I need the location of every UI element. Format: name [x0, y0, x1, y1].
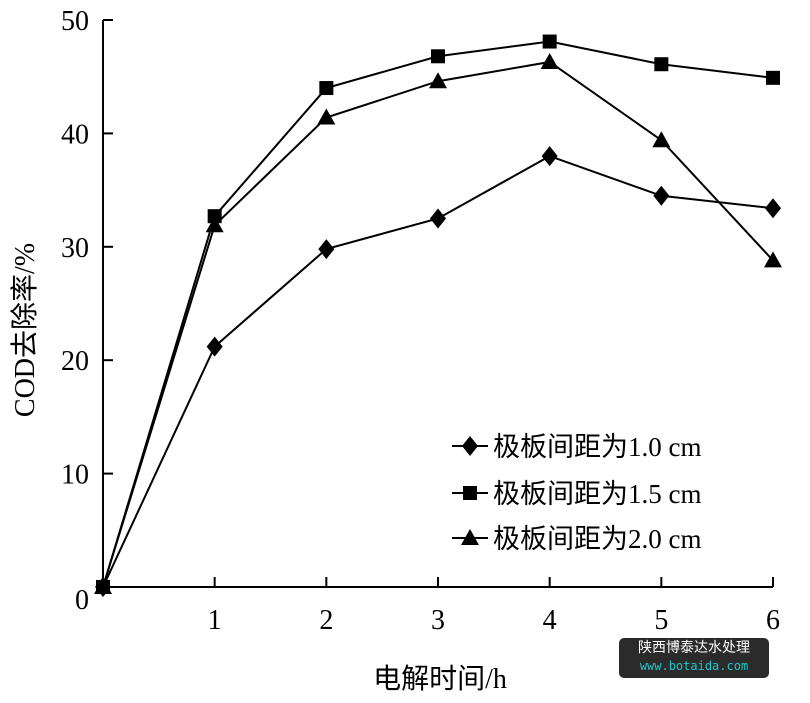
data-point-triangle	[764, 251, 782, 268]
legend-label: 极板间距为2.0 cm	[493, 524, 702, 554]
data-point-diamond	[430, 208, 446, 229]
x-tick-label: 5	[654, 605, 668, 636]
data-point-triangle	[652, 131, 671, 148]
x-tick-label: 6	[766, 605, 780, 636]
data-point-diamond	[206, 336, 223, 357]
x-axis-label: 电解时间/h	[373, 663, 507, 695]
watermark-line2: www.botaida.com	[639, 659, 749, 673]
y-tick-label: 0	[75, 585, 89, 616]
x-tick-label: 3	[431, 605, 445, 636]
x-tick-label: 4	[543, 605, 557, 636]
data-point-triangle	[94, 578, 112, 594]
y-tick-label: 40	[61, 119, 89, 150]
legend-marker-square	[463, 486, 477, 500]
data-point-diamond	[765, 198, 781, 219]
legend-label: 极板间距为1.0 cm	[493, 432, 702, 462]
data-point-square	[542, 34, 557, 49]
x-tick-label: 1	[208, 605, 222, 636]
data-point-triangle	[205, 216, 224, 233]
data-point-triangle	[317, 108, 336, 125]
y-tick-label: 50	[61, 6, 89, 37]
watermark-line1: 陕西博泰达水处理	[638, 640, 750, 656]
data-point-diamond	[318, 239, 335, 260]
legend-label: 极板间距为1.5 cm	[493, 479, 702, 509]
x-tick-label: 2	[319, 605, 333, 636]
data-point-diamond	[653, 185, 670, 206]
y-tick-label: 10	[61, 460, 89, 491]
y-tick-label: 30	[61, 233, 89, 264]
data-point-square	[766, 70, 780, 85]
y-axis-label: COD去除率/%	[9, 243, 41, 417]
data-point-triangle	[429, 72, 447, 89]
data-point-square	[431, 49, 445, 64]
data-point-square	[654, 57, 669, 72]
data-point-triangle	[540, 52, 559, 69]
data-point-diamond	[541, 146, 558, 167]
data-point-square	[319, 81, 334, 96]
y-tick-label: 20	[61, 346, 89, 377]
legend-marker-triangle	[461, 529, 479, 545]
legend-marker-diamond	[462, 436, 478, 456]
data-point-square	[207, 209, 222, 224]
watermark: 陕西博泰达水处理 www.botaida.com	[619, 638, 769, 678]
